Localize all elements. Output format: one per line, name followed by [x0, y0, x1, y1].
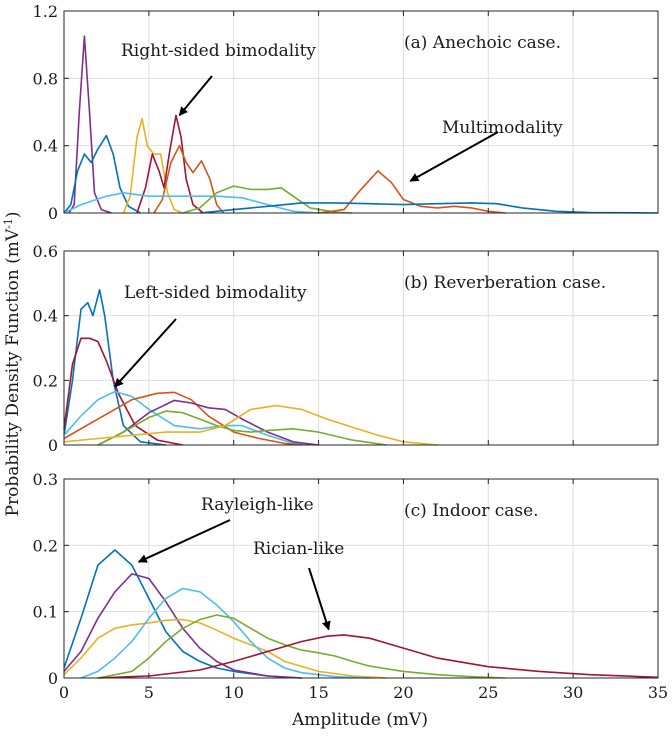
- series-cyan: [63, 192, 319, 214]
- series-purple: [97, 399, 319, 446]
- x-tick-label: 25: [478, 683, 498, 702]
- series-yellow: [63, 404, 438, 446]
- y-tick-label: 0.2: [33, 371, 58, 390]
- panel-reverberation: 0 0.2 0.4 0.6 (b) Reverberation case. Left-si…: [33, 242, 659, 455]
- annotation-arrow: [137, 519, 231, 563]
- plot-frame: [63, 478, 659, 679]
- series-purple: [68, 35, 112, 214]
- x-tick-label: 0: [59, 683, 69, 702]
- series-orange-multi: [318, 170, 506, 214]
- x-tick-label: 30: [563, 683, 583, 702]
- series-blue-flat: [199, 202, 659, 214]
- annotation-arrow: [114, 318, 177, 388]
- y-tick-label: 0.4: [33, 137, 58, 156]
- plot-frame: [63, 250, 659, 446]
- x-tick-label: 20: [393, 683, 413, 702]
- y-tick-label: 0.4: [33, 307, 58, 326]
- series-green: [182, 185, 353, 214]
- series-cyan: [80, 587, 370, 679]
- y-tick-label: 0.3: [33, 470, 58, 489]
- series-yellow: [63, 618, 387, 679]
- y-axis-label-main: Probability Density Function (mV: [3, 228, 23, 516]
- y-tick-label: 0.1: [33, 603, 58, 622]
- series-darkred: [136, 114, 204, 214]
- panel-title: (c) Indoor case.: [404, 501, 539, 521]
- series-orange: [153, 144, 225, 214]
- annotation-label: Left-sided bimodality: [124, 283, 307, 303]
- plot-frame: [63, 10, 659, 214]
- panel-indoor: 0 0.1 0.2 0.3 0 5 10 15 20 25 30 35 (c) Indoor case.…: [33, 470, 669, 702]
- y-tick-label: 0.6: [33, 242, 58, 261]
- y-tick-label: 0: [48, 204, 58, 223]
- x-tick-label: 15: [308, 683, 328, 702]
- annotation-label: Right-sided bimodality: [121, 41, 316, 61]
- y-axis-label: Probability Density Function (mV-1): [2, 212, 24, 517]
- x-tick-label: 5: [144, 683, 154, 702]
- series-blue: [63, 134, 141, 214]
- panel-title: (b) Reverberation case.: [404, 273, 606, 293]
- series-cyan: [63, 390, 319, 446]
- series-darkred: [63, 337, 183, 446]
- annotation-label: Multimodality: [442, 118, 563, 138]
- panel-title: (a) Anechoic case.: [404, 33, 561, 53]
- series-orange: [63, 391, 302, 446]
- series-green: [97, 614, 506, 679]
- panel-anechoic: 0 0.4 0.8 1.2 (a) Anechoic case. Right-sided …: [33, 2, 659, 223]
- annotation-label: Rayleigh-like: [201, 495, 314, 515]
- series-blue: [63, 549, 302, 679]
- annotation-label: Rician-like: [253, 539, 344, 559]
- series-darkred: [97, 634, 659, 679]
- series-yellow: [122, 117, 184, 214]
- x-tick-label: 35: [648, 683, 668, 702]
- x-tick-label: 10: [224, 683, 244, 702]
- y-axis-label-sup: -1: [2, 218, 15, 229]
- y-tick-label: 0: [48, 669, 58, 688]
- series-purple: [63, 573, 302, 679]
- series-green: [97, 410, 387, 446]
- y-tick-label: 0.8: [33, 69, 58, 88]
- y-tick-label: 1.2: [33, 2, 58, 21]
- series-blue: [63, 289, 166, 446]
- y-tick-label: 0.2: [33, 536, 58, 555]
- annotation-arrow: [178, 75, 213, 117]
- x-axis-label: Amplitude (mV): [291, 710, 428, 730]
- annotation-arrow: [308, 567, 331, 631]
- y-axis-label-end: ): [3, 212, 23, 219]
- y-tick-label: 0: [48, 436, 58, 455]
- annotation-arrow: [409, 131, 499, 182]
